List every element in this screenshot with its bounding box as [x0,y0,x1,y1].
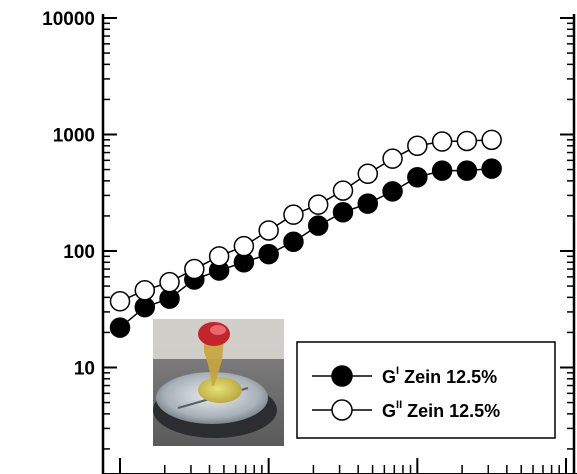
data-point-gdoubleprime [456,130,478,152]
y-tick-label: 100 [63,242,95,263]
data-point-gprime [283,231,304,253]
sample-photo-icon [153,319,284,446]
series-line-0 [119,167,492,329]
data-point-gdoubleprime [357,163,379,185]
data-point-gdoubleprime [307,194,329,215]
legend-item-gprime: GI Zein 12.5% [312,365,497,387]
series-layer [109,129,502,338]
y-tick-label: 1000 [53,126,95,147]
data-point-gprime [357,193,379,214]
data-point-gprime [332,202,354,223]
data-point-gprime [407,166,428,188]
legend-label-gprime: GI Zein 12.5% [382,365,497,387]
data-point-gdoubleprime [382,148,403,169]
data-point-gprime [431,160,453,181]
x-axis-ticks [119,458,567,474]
data-point-gdoubleprime [184,258,205,280]
legend-label-gdoubleprime: GII Zein 12.5% [382,399,500,421]
legend-box [296,341,556,439]
data-point-gprime [258,243,279,265]
data-point-gdoubleprime [481,129,502,151]
data-point-gprime [382,181,403,202]
data-point-gdoubleprime [283,204,304,225]
y-axis-ticks: 10 100 1000 10000 [42,9,574,450]
data-point-gdoubleprime [208,246,230,267]
data-point-gdoubleprime [431,131,453,152]
y-tick-label: 10000 [42,9,95,30]
data-point-gdoubleprime [258,220,279,241]
data-point-gprime [456,160,478,181]
data-point-gdoubleprime [233,235,255,257]
legend: GI Zein 12.5% GII Zein 12.5% [296,341,556,439]
legend-item-gdoubleprime: GII Zein 12.5% [312,399,500,421]
data-point-gdoubleprime [109,291,131,312]
data-point-gprime [481,158,502,179]
data-point-gdoubleprime [407,135,428,157]
series-line-1 [119,139,492,302]
y-tick-label: 10 [74,359,95,380]
data-point-gdoubleprime [134,280,156,301]
data-point-gprime [109,317,131,338]
data-point-gdoubleprime [332,180,354,201]
legend-marker-filled [331,365,353,387]
data-point-gdoubleprime [159,271,180,293]
data-point-gprime [307,215,329,236]
legend-marker-open [331,399,353,421]
